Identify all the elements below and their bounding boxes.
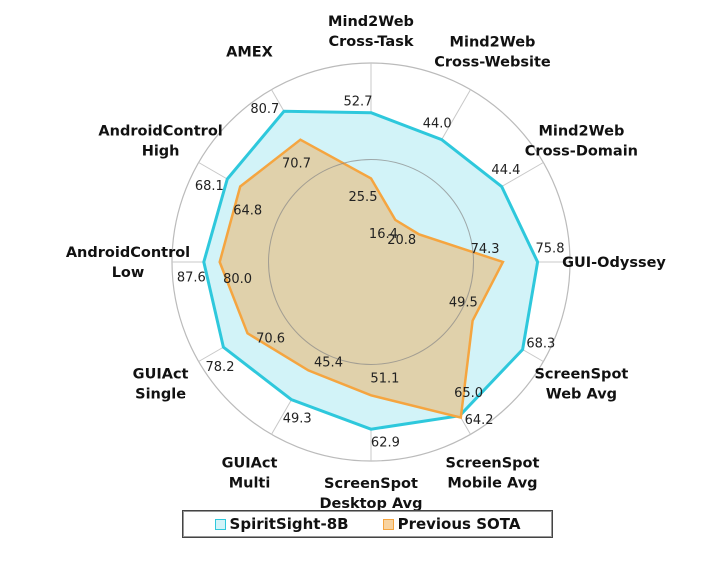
axis-label: Mind2Web Cross-Website [434, 35, 551, 71]
axis-label-line: Multi [229, 475, 271, 491]
legend-item-spiritsight: SpiritSight-8B [214, 515, 349, 533]
axis-label: Mind2Web Cross-Domain [525, 124, 638, 160]
data-label: 20.8 [387, 233, 416, 248]
data-label: 44.0 [423, 117, 452, 132]
series-area-previous-sota [218, 138, 505, 420]
data-label: 75.8 [536, 242, 565, 257]
data-label: 64.2 [465, 413, 494, 428]
axis-label: AndroidControl Low [66, 245, 190, 281]
axis-label: ScreenSpot Web Avg [534, 367, 628, 403]
data-label: 45.4 [314, 355, 343, 370]
data-label: 70.6 [256, 331, 285, 346]
axis-label-line: Mobile Avg [447, 475, 537, 491]
data-label: 49.3 [283, 411, 312, 426]
axis-label-line: ScreenSpot [324, 476, 418, 492]
axis-label-line: Cross-Domain [525, 144, 638, 160]
data-label: 80.7 [250, 102, 279, 117]
legend-item-previous-sota: Previous SOTA [382, 515, 521, 533]
data-label: 16.4 [369, 227, 398, 242]
data-label: 78.2 [206, 360, 235, 375]
axis-label: GUIAct Single [133, 367, 189, 403]
data-label: 64.8 [233, 203, 262, 218]
axis-label: ScreenSpot Mobile Avg [446, 455, 540, 491]
data-label: 52.7 [344, 94, 373, 109]
axis-label: Mind2Web Cross-Task [328, 14, 414, 50]
axis-label-line: Desktop Avg [319, 496, 422, 512]
data-label: 80.0 [223, 272, 252, 287]
axis-label: AndroidControl High [98, 124, 222, 160]
data-label: 68.1 [195, 179, 224, 194]
axis-label-line: AndroidControl [98, 124, 222, 140]
axis-label: GUIAct Multi [222, 455, 278, 491]
data-label: 51.1 [370, 372, 399, 387]
data-label: 25.5 [349, 190, 378, 205]
axis-label-line: ScreenSpot [534, 367, 628, 383]
axis-label-line: Mind2Web [450, 35, 536, 51]
data-label: 68.3 [526, 337, 555, 352]
axis-label-line: Cross-Task [329, 34, 414, 50]
data-label: 74.3 [471, 242, 500, 257]
axis-label-line: GUIAct [133, 367, 189, 383]
data-label: 44.4 [491, 163, 520, 178]
axis-label-line: Mind2Web [328, 14, 414, 30]
axis-label-line: GUIAct [222, 455, 278, 471]
axis-label-line: Single [135, 387, 186, 403]
legend-label: Previous SOTA [397, 515, 521, 533]
axis-label-line: AMEX [226, 45, 273, 61]
axis-label-line: Mind2Web [538, 124, 624, 140]
axis-label-line: Low [112, 265, 145, 281]
legend: SpiritSight-8B Previous SOTA [182, 510, 553, 538]
legend-label: SpiritSight-8B [229, 515, 349, 533]
axis-label-line: Cross-Website [434, 55, 551, 71]
legend-swatch-spiritsight [214, 518, 226, 530]
data-label: 70.7 [282, 157, 311, 172]
axis-label-line: GUI-Odyssey [562, 255, 666, 271]
axis-label: GUI-Odyssey [562, 255, 666, 271]
data-label: 65.0 [454, 386, 483, 401]
data-label: 62.9 [371, 436, 400, 451]
axis-label-line: Web Avg [546, 387, 617, 403]
axis-label-line: High [142, 144, 180, 160]
data-label: 49.5 [449, 295, 478, 310]
axis-label-line: AndroidControl [66, 245, 190, 261]
axis-label: AMEX [226, 45, 273, 61]
inner-grid-circle [268, 159, 474, 365]
axis-label-line: ScreenSpot [446, 455, 540, 471]
axis-label: ScreenSpot Desktop Avg [319, 476, 422, 512]
data-label: 87.6 [177, 270, 206, 285]
legend-swatch-previous-sota [382, 518, 394, 530]
